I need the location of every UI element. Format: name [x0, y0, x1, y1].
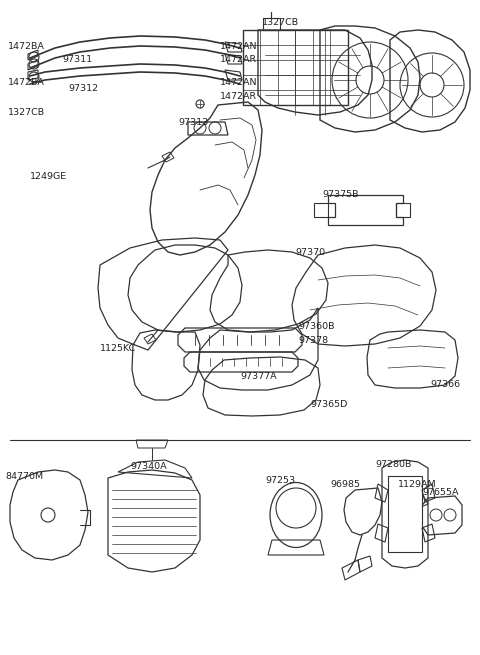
Text: 97360B: 97360B: [298, 322, 335, 331]
Text: 97655A: 97655A: [422, 488, 458, 497]
Text: 97375B: 97375B: [322, 190, 359, 199]
Polygon shape: [388, 476, 422, 552]
Text: 1125KC: 1125KC: [100, 344, 136, 353]
Text: 1129AM: 1129AM: [398, 480, 437, 489]
Text: 97313: 97313: [178, 118, 208, 127]
Text: 97340A: 97340A: [130, 462, 167, 471]
Text: 1472BA: 1472BA: [8, 78, 45, 87]
Text: 1472AR: 1472AR: [220, 92, 257, 101]
Text: 97253: 97253: [265, 476, 295, 485]
Text: 97377A: 97377A: [240, 372, 276, 381]
Text: 1472AN: 1472AN: [220, 78, 257, 87]
Text: 97365D: 97365D: [310, 400, 348, 409]
Text: 1327CB: 1327CB: [262, 18, 299, 27]
Text: 96985: 96985: [330, 480, 360, 489]
Text: 97370: 97370: [295, 248, 325, 257]
Text: 97280B: 97280B: [375, 460, 411, 469]
Text: 97311: 97311: [62, 55, 92, 64]
Text: 97312: 97312: [68, 84, 98, 93]
Text: 1327CB: 1327CB: [8, 108, 45, 117]
Text: 1472AN: 1472AN: [220, 42, 257, 51]
Text: 97366: 97366: [430, 380, 460, 389]
Text: 1249GE: 1249GE: [30, 172, 67, 181]
Text: 84770M: 84770M: [5, 472, 43, 481]
Text: 1472BA: 1472BA: [8, 42, 45, 51]
Text: 97378: 97378: [298, 336, 328, 345]
Text: 1472AR: 1472AR: [220, 55, 257, 64]
